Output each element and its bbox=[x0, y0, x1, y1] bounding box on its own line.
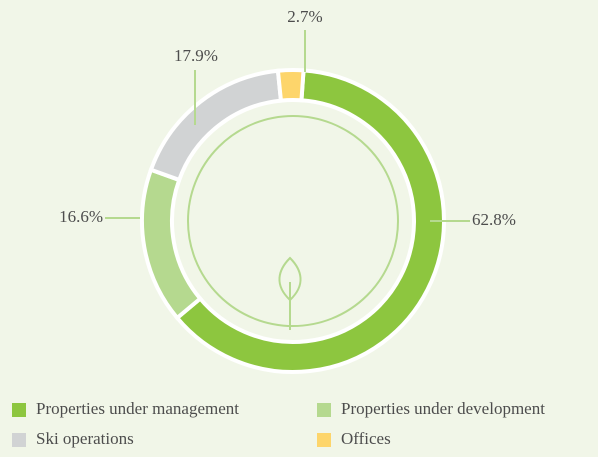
legend: Properties under management Properties un… bbox=[12, 399, 545, 448]
data-label: 17.9% bbox=[174, 46, 218, 65]
legend-swatch bbox=[317, 403, 331, 417]
labels: 62.8% 16.6% 17.9% 2.7% bbox=[59, 7, 516, 229]
legend-swatch bbox=[317, 433, 331, 447]
legend-swatch bbox=[12, 403, 26, 417]
leaf-icon bbox=[278, 256, 302, 330]
legend-label: Properties under development bbox=[341, 399, 545, 418]
slice bbox=[275, 68, 306, 103]
slice bbox=[174, 68, 446, 374]
legend-label: Ski operations bbox=[36, 429, 134, 448]
slices bbox=[140, 68, 446, 374]
data-label: 62.8% bbox=[472, 210, 516, 229]
inner-circle bbox=[187, 115, 399, 327]
legend-label: Offices bbox=[341, 429, 391, 448]
legend-label: Properties under management bbox=[36, 399, 239, 418]
data-label: 16.6% bbox=[59, 207, 103, 226]
legend-swatch bbox=[12, 433, 26, 447]
data-label: 2.7% bbox=[287, 7, 322, 26]
